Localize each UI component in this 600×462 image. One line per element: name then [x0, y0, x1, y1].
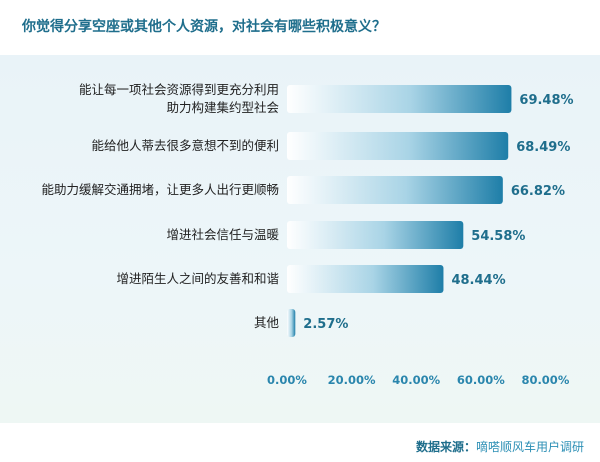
category-label-4: 增进陌生人之间的友善和和谐	[116, 271, 279, 286]
chart-title: 你觉得分享空座或其他个人资源，对社会有哪些积极意义？	[22, 19, 386, 35]
bar-5	[287, 309, 296, 337]
value-label-3: 54.58%	[471, 229, 525, 244]
chart-panel: 能让每一项社会资源得到更充分利用助力构建集约型社会 69.48% 能给他人蒂去很多意…	[0, 55, 600, 423]
value-label-1: 68.49%	[516, 140, 570, 155]
bar-1	[287, 132, 509, 160]
x-tick-4: 80.00%	[521, 373, 569, 387]
bar-3	[287, 221, 464, 249]
category-label-0-0: 能让每一项社会资源得到更充分利用	[79, 82, 279, 97]
bar-2	[287, 176, 503, 204]
category-label-3: 增进社会信任与温暖	[166, 227, 279, 242]
category-label-1: 能给他人蒂去很多意想不到的便利	[91, 138, 279, 153]
source-text: 嘀嗒顺风车用户调研	[475, 440, 584, 454]
x-tick-0: 0.00%	[267, 373, 307, 387]
value-label-5: 2.57%	[303, 317, 348, 332]
data-source: 数据来源：嘀嗒顺风车用户调研	[416, 438, 584, 455]
value-label-4: 48.44%	[451, 273, 505, 288]
category-label-2: 能助力缓解交通拥堵，让更多人出行更顺畅	[41, 182, 279, 197]
category-label-5: 其他	[254, 315, 280, 330]
category-label-0-1: 助力构建集约型社会	[166, 100, 279, 115]
x-tick-2: 40.00%	[392, 373, 440, 387]
bar-4	[287, 265, 444, 293]
x-tick-3: 60.00%	[457, 373, 505, 387]
value-label-2: 66.82%	[511, 184, 565, 199]
value-label-0: 69.48%	[519, 93, 573, 108]
source-label: 数据来源：	[415, 440, 476, 454]
x-tick-1: 20.00%	[328, 373, 376, 387]
bar-0	[287, 85, 512, 113]
